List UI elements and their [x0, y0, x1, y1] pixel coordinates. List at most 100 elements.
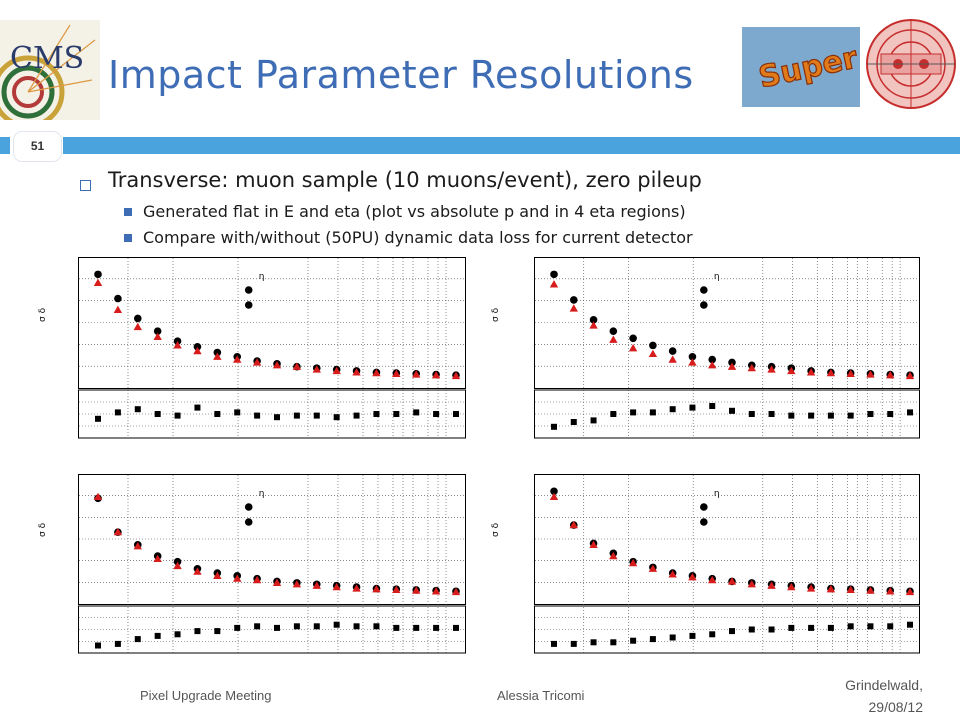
- data-point-triangle: [905, 587, 915, 596]
- ratio-point-square: [293, 623, 300, 630]
- ratio-point-square: [551, 640, 557, 647]
- data-point-triangle: [153, 332, 162, 341]
- legend-eta-label: η: [714, 489, 720, 499]
- ratio-point-square: [373, 623, 380, 630]
- footer-meeting: Pixel Upgrade Meeting: [140, 688, 272, 703]
- ratio-point-square: [234, 409, 241, 416]
- bullet-sub-1: Generated flat in E and eta (plot vs abs…: [143, 202, 686, 221]
- ratio-point-square: [174, 631, 181, 638]
- data-point-triangle: [866, 370, 875, 378]
- ratio-point-square: [433, 411, 440, 417]
- data-point-triangle: [767, 581, 776, 589]
- legend-marker-circle: [244, 518, 253, 526]
- plot-bottom-left-ylabel: σ δ: [38, 522, 48, 537]
- ratio-point-square: [729, 407, 735, 414]
- ratio-point-square: [669, 634, 676, 641]
- ratio-point-square: [551, 423, 557, 430]
- bullet-icon: [80, 180, 91, 191]
- ratio-point-square: [729, 628, 735, 635]
- data-point-triangle: [233, 574, 242, 582]
- bullet-sub-2: Compare with/without (50PU) dynamic data…: [143, 228, 693, 247]
- data-point-triangle: [826, 585, 836, 593]
- ratio-point-square: [847, 623, 854, 630]
- ratio-point-square: [709, 403, 716, 409]
- plot-top-left: η: [78, 257, 466, 439]
- ratio-point-square: [194, 404, 201, 411]
- ratio-point-square: [154, 632, 161, 639]
- ratio-point-square: [293, 412, 300, 419]
- ratio-point-square: [413, 409, 420, 416]
- ratio-point-square: [768, 411, 775, 417]
- ratio-point-square: [610, 411, 617, 417]
- data-point-circle: [550, 270, 558, 279]
- data-point-triangle: [412, 586, 421, 594]
- plot-bottom-right: η: [534, 474, 920, 654]
- ratio-point-square: [214, 411, 221, 417]
- ratio-point-square: [214, 628, 221, 635]
- ratio-point-square: [827, 412, 834, 419]
- slide-number: 51: [13, 131, 62, 162]
- data-point-triangle: [806, 584, 816, 592]
- ratio-point-square: [689, 404, 696, 411]
- data-point-triangle: [668, 355, 677, 363]
- data-point-triangle: [252, 575, 262, 584]
- ratio-point-square: [649, 409, 656, 416]
- data-point-triangle: [213, 571, 222, 579]
- ratio-point-square: [413, 624, 420, 631]
- ratio-point-square: [313, 623, 320, 630]
- data-point-circle: [688, 352, 697, 361]
- data-point-triangle: [352, 368, 361, 376]
- ratio-point-square: [134, 636, 141, 643]
- plot-top-right: η: [534, 257, 920, 439]
- data-point-triangle: [272, 578, 282, 587]
- data-point-triangle: [648, 564, 658, 572]
- data-point-circle: [609, 327, 618, 335]
- ratio-point-square: [114, 409, 121, 416]
- data-point-triangle: [252, 358, 262, 366]
- ratio-point-square: [393, 624, 400, 631]
- accent-bar-right: [63, 137, 960, 154]
- ratio-point-square: [254, 412, 261, 419]
- data-point-triangle: [332, 582, 341, 591]
- ratio-point-square: [907, 621, 913, 628]
- data-point-triangle: [609, 551, 618, 560]
- data-point-circle: [193, 343, 202, 351]
- legend-marker-circle: [244, 503, 253, 511]
- legend-eta-label: η: [714, 272, 720, 282]
- ratio-point-square: [748, 626, 755, 633]
- footer-place: Grindelwald,: [845, 677, 923, 693]
- data-point-triangle: [173, 341, 182, 349]
- ratio-point-square: [433, 624, 440, 631]
- legend-marker-circle: [700, 301, 708, 309]
- data-point-triangle: [549, 280, 559, 288]
- legend-marker-circle: [700, 286, 708, 294]
- data-point-triangle: [292, 580, 302, 588]
- data-point-triangle: [549, 492, 559, 501]
- data-point-triangle: [569, 304, 578, 312]
- ratio-point-square: [274, 624, 280, 631]
- ratio-point-square: [570, 640, 577, 647]
- data-point-circle: [550, 487, 558, 496]
- ratio-point-square: [630, 409, 637, 416]
- ratio-point-square: [174, 412, 181, 419]
- legend-marker-circle: [244, 286, 253, 294]
- upper-pad-frame: [78, 474, 466, 605]
- ratio-point-square: [669, 406, 676, 413]
- data-point-triangle: [412, 370, 421, 378]
- ratio-point-square: [114, 640, 121, 647]
- data-point-triangle: [153, 554, 162, 563]
- data-point-triangle: [648, 349, 658, 358]
- data-point-triangle: [451, 371, 461, 380]
- ratio-point-square: [453, 624, 459, 631]
- data-point-triangle: [886, 371, 895, 379]
- footer-date: 29/08/12: [868, 699, 924, 715]
- plot-top-right-ylabel: σ δ: [491, 307, 501, 322]
- data-point-triangle: [628, 344, 638, 352]
- data-point-triangle: [272, 361, 282, 369]
- ratio-point-square: [333, 621, 340, 628]
- plot-bottom-left: η: [78, 474, 466, 654]
- data-point-triangle: [431, 587, 441, 595]
- data-point-triangle: [332, 366, 341, 375]
- data-point-triangle: [708, 361, 717, 369]
- ratio-point-square: [393, 411, 400, 417]
